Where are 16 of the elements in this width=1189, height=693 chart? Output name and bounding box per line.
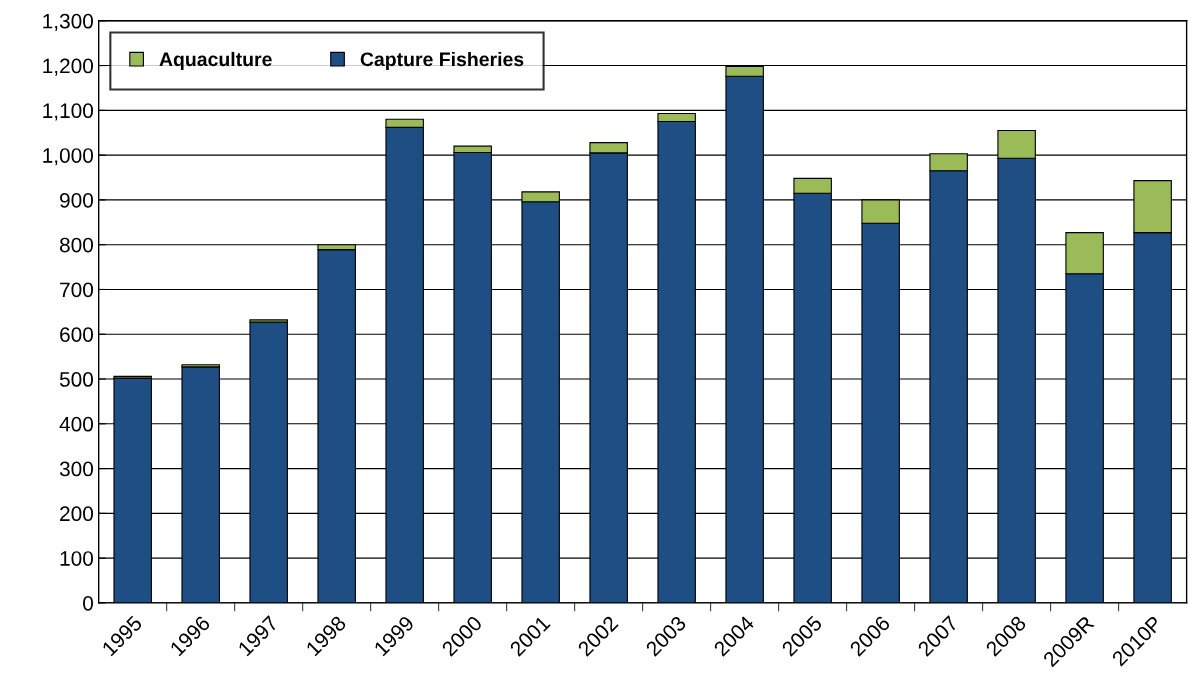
y-tick-label: 600	[60, 327, 94, 342]
y-tick-label: 300	[59, 461, 94, 477]
y-tick-label: 1,200	[43, 58, 94, 76]
y-tick-label: 1,300	[43, 13, 94, 31]
legend-label: Aquaculture	[159, 51, 272, 71]
y-tick-label: 400	[59, 416, 94, 432]
y-tick-label: 900	[60, 192, 94, 208]
y-tick-label: 0	[83, 595, 94, 611]
legend-label: Capture Fisheries	[360, 51, 524, 71]
y-tick-label: 100	[60, 551, 94, 566]
y-tick-label: 700	[60, 282, 94, 298]
y-tick-label: 200	[60, 506, 94, 522]
y-tick-label: 500	[59, 372, 94, 387]
y-tick-label: 1,100	[43, 103, 94, 121]
y-tick-label: 1,000	[43, 148, 94, 166]
y-tick-label: 800	[59, 237, 94, 253]
